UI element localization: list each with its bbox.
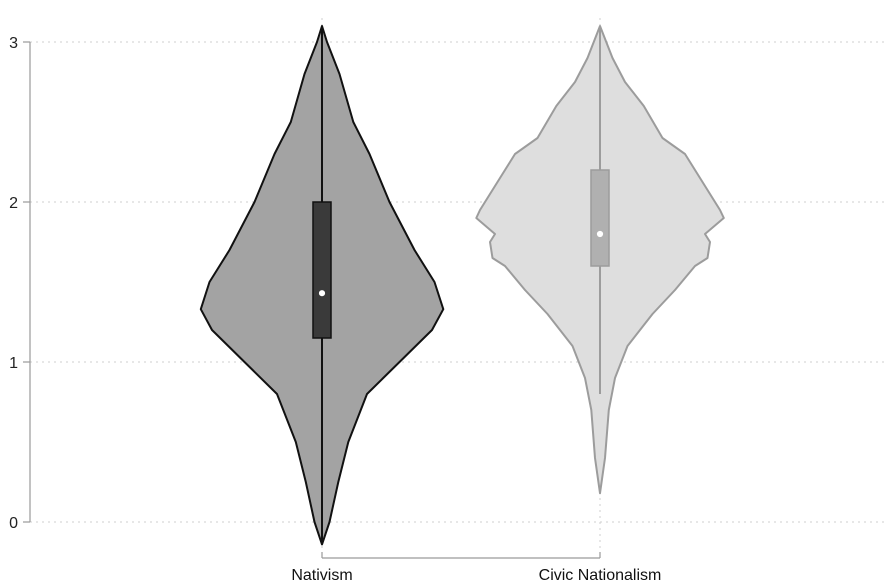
category-label-1: Civic Nationalism [539,567,662,584]
iqr-box-1 [590,169,610,267]
category-label-0: Nativism [291,567,352,584]
y-tick-label-2: 2 [9,195,18,212]
median-marker-0 [318,289,326,298]
y-tick-label-1: 1 [9,355,18,372]
iqr-box-0 [312,201,332,339]
y-tick-label-0: 0 [9,515,18,532]
y-tick-label-3: 3 [9,35,18,52]
median-marker-1 [596,230,604,238]
